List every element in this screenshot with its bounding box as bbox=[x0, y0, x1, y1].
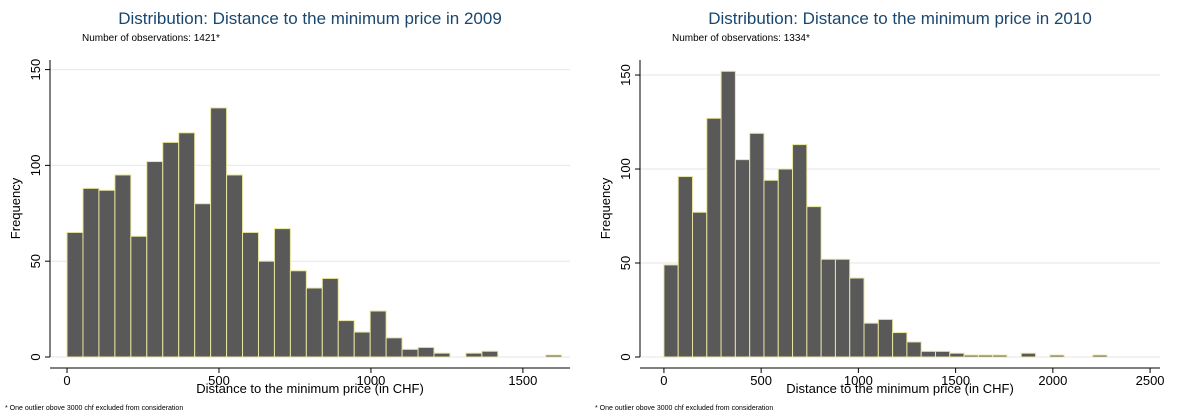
bar bbox=[353, 331, 371, 358]
bar bbox=[545, 354, 563, 358]
bar bbox=[226, 174, 244, 358]
bar bbox=[369, 310, 387, 358]
bar bbox=[920, 350, 936, 358]
bar bbox=[242, 231, 259, 358]
bar bbox=[877, 318, 894, 358]
bar bbox=[481, 350, 499, 358]
bar bbox=[892, 332, 908, 358]
subtitle: Number of observations: 1421* bbox=[82, 33, 220, 44]
y-tick-label: 100 bbox=[28, 155, 43, 177]
x-tick-label: 1000 bbox=[844, 373, 873, 388]
chart-title: Distribution: Distance to the minimum pr… bbox=[118, 9, 502, 28]
bar bbox=[792, 144, 808, 358]
bar bbox=[66, 231, 84, 358]
bar bbox=[663, 264, 679, 358]
bar bbox=[734, 159, 751, 358]
bar bbox=[692, 211, 708, 358]
bar bbox=[114, 174, 132, 358]
x-tick-label: 0 bbox=[660, 373, 667, 388]
bar bbox=[210, 107, 228, 358]
bar bbox=[806, 206, 822, 358]
bar bbox=[1049, 354, 1065, 358]
bar bbox=[677, 176, 694, 358]
x-tick-label: 2000 bbox=[1038, 373, 1067, 388]
bar bbox=[706, 117, 722, 358]
bar bbox=[321, 277, 339, 358]
bar bbox=[257, 260, 275, 358]
bar bbox=[1020, 352, 1037, 358]
y-tick-label: 50 bbox=[28, 254, 43, 268]
bar bbox=[146, 161, 164, 358]
x-tick-label: 0 bbox=[63, 373, 70, 388]
x-tick-label: 1500 bbox=[508, 373, 537, 388]
bar bbox=[337, 320, 355, 358]
bar bbox=[433, 352, 451, 358]
bar bbox=[194, 203, 212, 358]
y-tick-label: 100 bbox=[618, 158, 633, 180]
x-tick-label: 1000 bbox=[356, 373, 385, 388]
bar bbox=[178, 132, 196, 358]
bar bbox=[385, 337, 403, 358]
bar bbox=[130, 235, 148, 358]
bar bbox=[992, 354, 1008, 358]
y-tick-label: 150 bbox=[618, 64, 633, 86]
note: * One outlier obove 3000 chf excluded fr… bbox=[5, 405, 183, 412]
y-axis-label: Frequency bbox=[598, 177, 613, 239]
x-axis-label: Distance to the minimum price (in CHF) bbox=[196, 381, 424, 396]
bar bbox=[273, 228, 291, 358]
bar bbox=[720, 70, 736, 358]
bar bbox=[1092, 354, 1108, 358]
note: * One outlier obove 3000 chf excluded fr… bbox=[595, 405, 773, 412]
bar bbox=[289, 270, 307, 358]
y-tick-label: 0 bbox=[618, 353, 633, 360]
x-tick-label: 500 bbox=[750, 373, 772, 388]
bar bbox=[98, 189, 116, 358]
x-axis-label: Distance to the minimum price (in CHF) bbox=[786, 381, 1014, 396]
x-tick-label: 1500 bbox=[941, 373, 970, 388]
y-axis-label: Frequency bbox=[8, 177, 23, 239]
subtitle: Number of observations: 1334* bbox=[672, 33, 810, 44]
bar bbox=[763, 179, 779, 358]
bar bbox=[820, 258, 836, 358]
bar bbox=[906, 341, 922, 358]
bar bbox=[162, 141, 180, 358]
bar bbox=[465, 352, 483, 358]
bar bbox=[977, 354, 994, 358]
bar bbox=[863, 322, 879, 358]
bar bbox=[963, 354, 979, 358]
bar bbox=[417, 346, 435, 358]
bar bbox=[401, 348, 419, 358]
bar bbox=[305, 287, 323, 358]
bar bbox=[749, 132, 765, 358]
bar bbox=[934, 350, 951, 358]
y-tick-label: 50 bbox=[618, 256, 633, 270]
bar bbox=[949, 352, 965, 358]
x-tick-label: 500 bbox=[208, 373, 230, 388]
chart-title: Distribution: Distance to the minimum pr… bbox=[708, 9, 1092, 28]
bar bbox=[834, 258, 851, 358]
bar bbox=[82, 187, 100, 358]
bar bbox=[849, 277, 865, 358]
bar bbox=[777, 168, 794, 358]
x-tick-label: 2500 bbox=[1136, 373, 1165, 388]
y-tick-label: 150 bbox=[28, 59, 43, 81]
y-tick-label: 0 bbox=[28, 353, 43, 360]
